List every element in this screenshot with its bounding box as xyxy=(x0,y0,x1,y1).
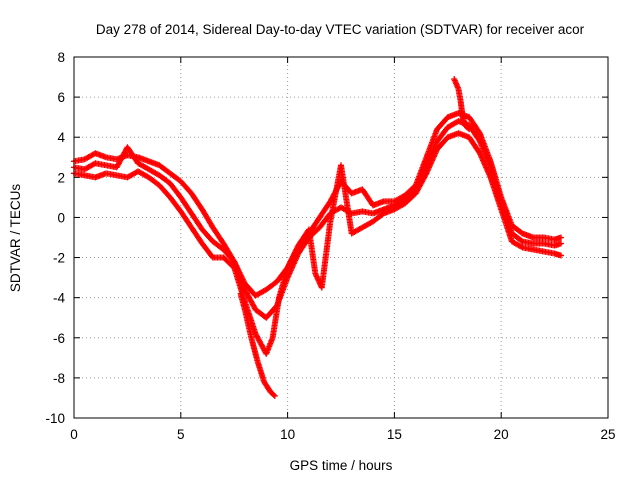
y-tick-label: -10 xyxy=(45,411,65,426)
data-point-trail xyxy=(422,171,429,178)
grid-lines xyxy=(74,57,608,418)
data-point xyxy=(558,252,565,259)
y-tick-label: -2 xyxy=(53,251,65,266)
series-track-c xyxy=(71,130,565,357)
y-tick-label: -4 xyxy=(53,291,65,306)
data-points xyxy=(71,76,565,399)
x-tick-label: 0 xyxy=(70,427,78,442)
y-tick-label: -6 xyxy=(53,331,65,346)
y-tick-label: 4 xyxy=(57,130,65,145)
x-tick-label: 15 xyxy=(387,427,402,442)
data-point-trail xyxy=(518,237,525,244)
y-axis-label: SDTVAR / TECUs xyxy=(8,184,23,293)
series-track-e xyxy=(451,76,473,133)
y-tick-label: 0 xyxy=(57,210,65,225)
series-track-d xyxy=(237,290,278,399)
plot-frame xyxy=(73,56,609,419)
x-tick-label: 25 xyxy=(600,427,615,442)
y-tick-label: 6 xyxy=(57,90,65,105)
data-point xyxy=(271,392,278,399)
data-point-trail xyxy=(518,243,525,250)
chart-title: Day 278 of 2014, Sidereal Day-to-day VTE… xyxy=(96,22,585,37)
data-point-trail xyxy=(270,391,277,398)
axis-ticks: 0 5 10 15 20 25 -10 -8 -6 -4 -2 0 2 4 6 8 xyxy=(45,50,615,442)
data-point xyxy=(558,234,565,241)
x-tick-label: 10 xyxy=(280,427,295,442)
x-tick-label: 5 xyxy=(177,427,185,442)
x-tick-label: 20 xyxy=(494,427,509,442)
data-point-trail xyxy=(465,125,472,132)
data-point xyxy=(558,240,565,247)
data-point xyxy=(466,126,473,133)
x-axis-label: GPS time / hours xyxy=(290,458,393,473)
y-tick-label: 2 xyxy=(57,170,65,185)
y-tick-label: 8 xyxy=(57,50,65,65)
y-tick-label: -8 xyxy=(53,371,65,386)
